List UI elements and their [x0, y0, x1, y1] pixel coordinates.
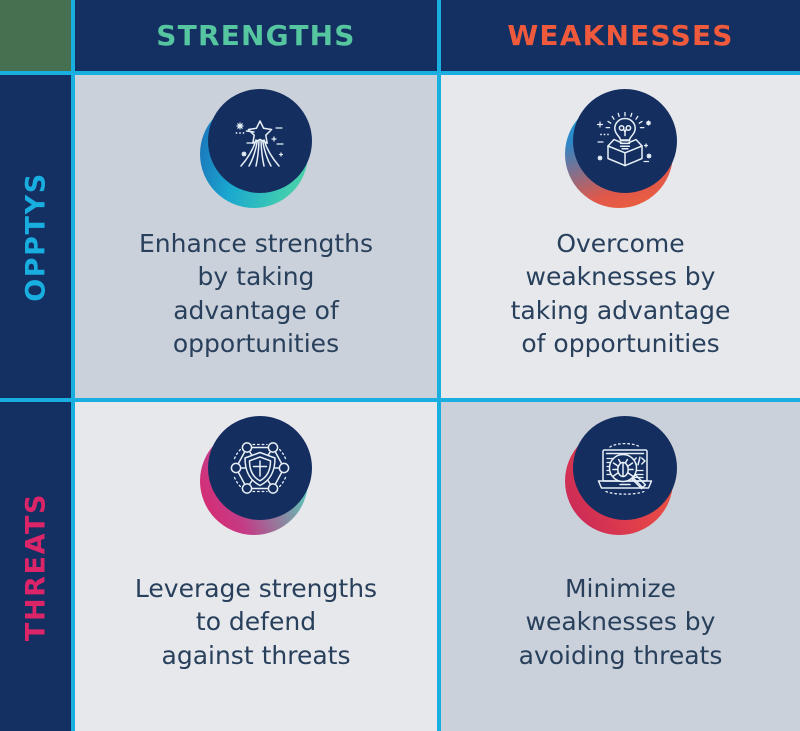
quadrant-text-line: weaknesses by [525, 607, 716, 637]
quadrant-text-strengths-threats: Leverage strengths to defend against thr… [135, 572, 377, 672]
laptop-bug-magnifier-icon [564, 416, 677, 535]
grid-junction-2 [437, 71, 441, 75]
grid-line-horizontal-2a [75, 398, 437, 402]
grid-line-horizontal-1a [75, 71, 437, 75]
shooting-star-icon [200, 89, 312, 208]
quadrant-text-line: of opportunities [521, 328, 720, 358]
grid-junction-4 [437, 398, 441, 402]
quadrant-text-weaknesses-threats: Minimize weaknesses by avoiding threats [519, 572, 723, 672]
quadrant-text-line: Enhance strengths [138, 229, 374, 258]
column-header-weaknesses-label: WEAKNESSES [507, 18, 734, 52]
grid-line-vertical-4 [437, 75, 441, 398]
grid-line-vertical-6 [437, 402, 441, 731]
quadrant-text-line: by taking [197, 262, 315, 292]
column-header-strengths: STRENGTHS [75, 0, 437, 71]
quadrant-text-line: Leverage strengths [134, 574, 378, 603]
matrix-corner-cell [0, 0, 71, 71]
grid-line-vertical-1 [71, 0, 75, 71]
quadrant-text-weaknesses-opportunities: Overcome weaknesses by taking advantage … [511, 227, 731, 360]
lightbulb-in-box-icon [564, 89, 677, 208]
quadrant-text-line: taking advantage [510, 295, 731, 325]
column-header-weaknesses: WEAKNESSES [441, 0, 800, 71]
grid-line-horizontal-1-col0 [0, 71, 71, 75]
grid-line-vertical-5 [71, 402, 75, 731]
grid-junction-3 [71, 398, 75, 402]
grid-line-horizontal-2-col0 [0, 398, 71, 402]
column-header-strengths-label: STRENGTHS [156, 18, 356, 52]
row-header-opptys-label: OPPTYS [20, 171, 51, 302]
quadrant-text-line: Overcome [556, 229, 685, 258]
quadrant-text-strengths-opportunities: Enhance strengths by taking advantage of… [139, 227, 373, 360]
quadrant-strengths-opportunities: Enhance strengths by taking advantage of… [75, 75, 437, 398]
quadrant-text-line: weaknesses by [525, 262, 716, 292]
quadrant-text-line: to defend [195, 607, 317, 637]
quadrant-weaknesses-threats: Minimize weaknesses by avoiding threats [441, 402, 800, 731]
quadrant-text-line: avoiding threats [518, 640, 723, 670]
quadrant-text-line: against threats [161, 640, 351, 670]
quadrant-text-line: advantage of [173, 295, 339, 325]
shield-network-icon [200, 416, 312, 535]
row-header-threats-label: THREATS [20, 492, 51, 641]
icon-disc [208, 416, 312, 520]
row-header-threats: THREATS [0, 402, 71, 731]
quadrant-strengths-threats: Leverage strengths to defend against thr… [75, 402, 437, 731]
grid-line-vertical-3 [71, 75, 75, 398]
quadrant-weaknesses-opportunities: Overcome weaknesses by taking advantage … [441, 75, 800, 398]
icon-disc [208, 89, 312, 193]
quadrant-text-line: opportunities [172, 328, 340, 358]
grid-line-horizontal-1b [441, 71, 800, 75]
quadrant-text-line: Minimize [564, 574, 677, 603]
icon-disc [572, 89, 677, 193]
grid-junction-1 [71, 71, 75, 75]
icon-disc [572, 416, 677, 520]
row-header-opptys: OPPTYS [0, 75, 71, 398]
grid-line-vertical-2 [437, 0, 441, 71]
grid-line-horizontal-2b [441, 398, 800, 402]
